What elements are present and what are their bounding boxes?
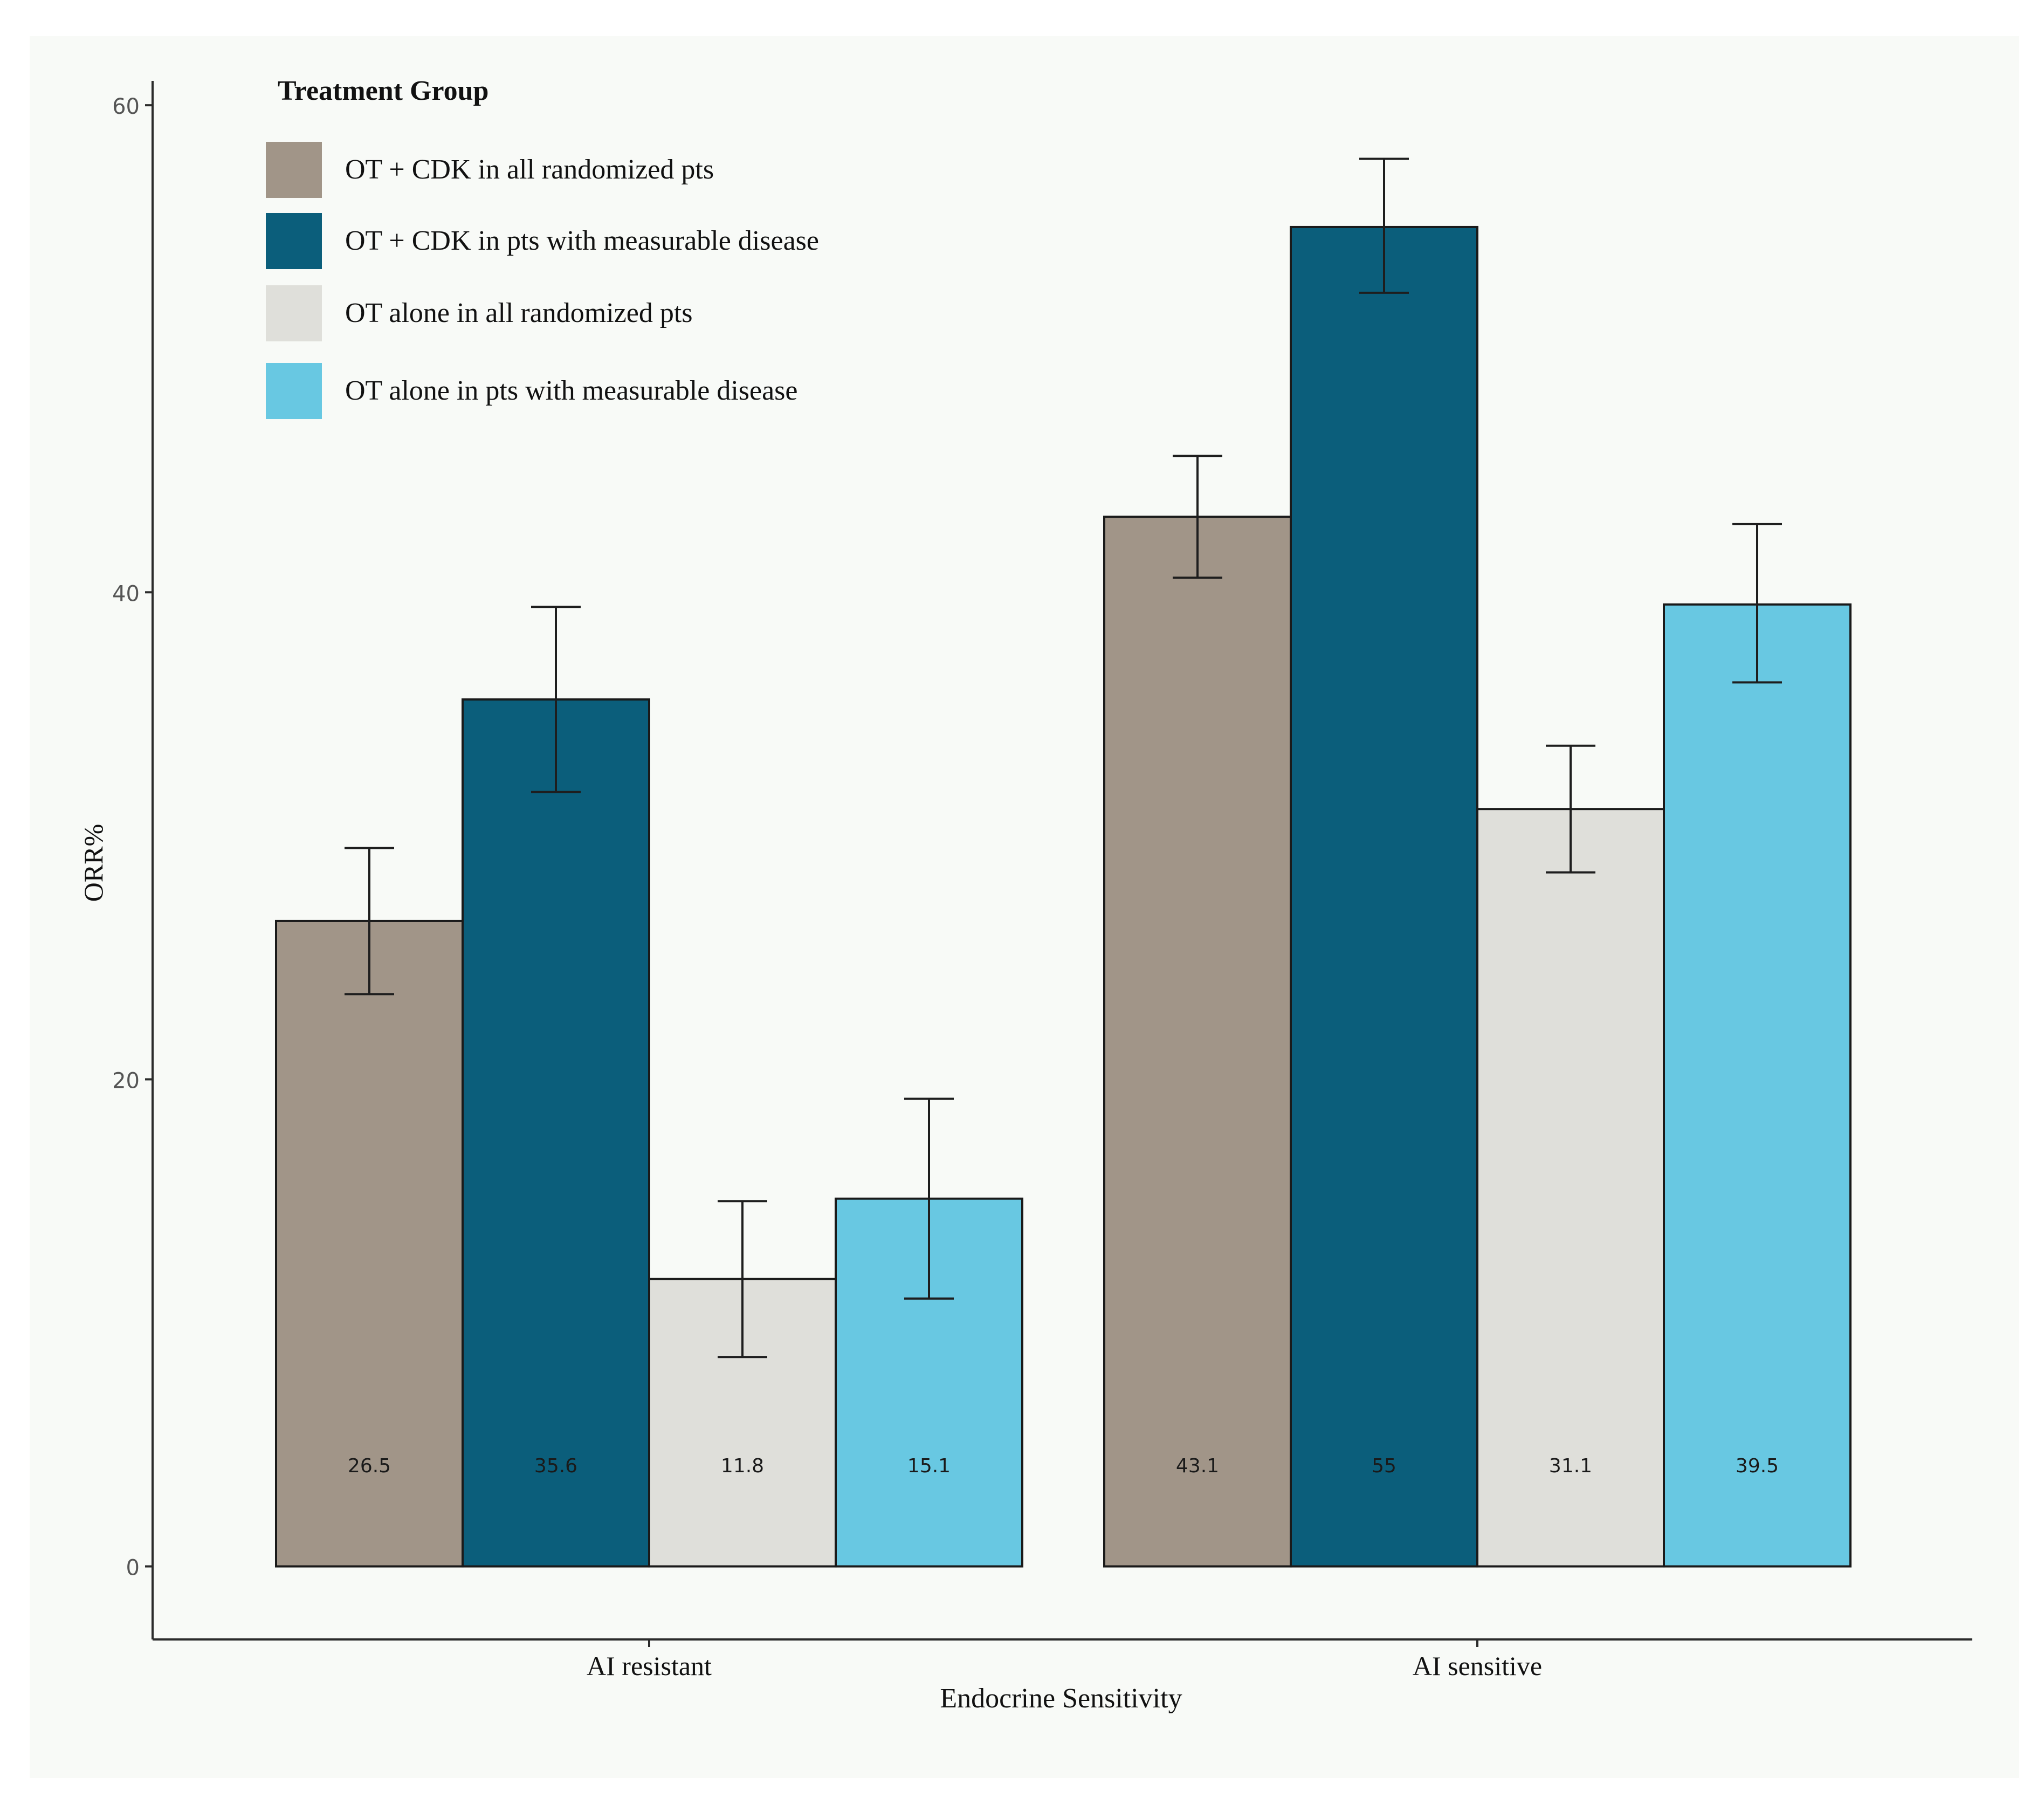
value-labels-layer: 26.5 35.6 11.8 15.1 43.1 55 31.1 39.5 xyxy=(348,1455,1779,1477)
legend: Treatment Group OT + CDK in all randomiz… xyxy=(266,76,819,419)
error-bar xyxy=(718,1200,767,1358)
error-bar xyxy=(1546,744,1595,874)
bar-value-label: 31.1 xyxy=(1549,1455,1592,1477)
x-tick-label: AI sensitive xyxy=(1413,1651,1542,1681)
x-axis-title: Endocrine Sensitivity xyxy=(940,1683,1182,1714)
error-bar xyxy=(904,1097,954,1300)
error-bar xyxy=(1732,523,1782,684)
legend-swatch xyxy=(266,363,322,419)
bar xyxy=(1103,516,1292,1568)
error-bar xyxy=(531,606,581,793)
y-tick-label: 0 xyxy=(126,1556,140,1581)
y-tick-label: 40 xyxy=(112,581,140,606)
bar xyxy=(1290,225,1478,1568)
y-axis-title: ORR% xyxy=(78,824,108,902)
legend-item: OT alone in all randomized pts xyxy=(266,285,693,341)
legend-item: OT + CDK in all randomized pts xyxy=(266,142,714,198)
bar-value-label: 55 xyxy=(1372,1455,1396,1477)
bar-value-label: 26.5 xyxy=(348,1455,391,1477)
error-bar xyxy=(345,847,394,996)
error-bar xyxy=(1359,157,1409,294)
bar xyxy=(275,919,464,1568)
legend-label: OT + CDK in all randomized pts xyxy=(345,154,714,185)
legend-swatch xyxy=(266,142,322,198)
y-tick-label: 60 xyxy=(112,94,140,119)
bar-value-label: 11.8 xyxy=(721,1455,764,1477)
error-bars-layer xyxy=(345,157,1782,1358)
bars-layer xyxy=(275,225,1852,1568)
bar-value-label: 39.5 xyxy=(1736,1455,1779,1477)
legend-swatch xyxy=(266,213,322,269)
bar xyxy=(1476,808,1665,1568)
error-bar xyxy=(1173,455,1222,579)
bar-value-label: 15.1 xyxy=(907,1455,951,1477)
bar xyxy=(462,698,650,1568)
bar-value-label: 43.1 xyxy=(1176,1455,1219,1477)
legend-label: OT alone in pts with measurable disease xyxy=(345,375,798,406)
legend-title: Treatment Group xyxy=(278,76,488,106)
y-tick-label: 20 xyxy=(112,1068,140,1093)
x-tick-label: AI resistant xyxy=(587,1651,712,1681)
y-axis-ticks: 0 20 40 60 xyxy=(112,94,153,1581)
legend-label: OT + CDK in pts with measurable disease xyxy=(345,225,819,256)
legend-swatch xyxy=(266,285,322,341)
legend-item: OT alone in pts with measurable disease xyxy=(266,363,798,419)
legend-label: OT alone in all randomized pts xyxy=(345,298,693,328)
bar-value-label: 35.6 xyxy=(534,1455,577,1477)
x-axis-ticks: AI resistant AI sensitive xyxy=(587,1639,1542,1681)
legend-item: OT + CDK in pts with measurable disease xyxy=(266,213,819,269)
bar xyxy=(1663,603,1852,1568)
